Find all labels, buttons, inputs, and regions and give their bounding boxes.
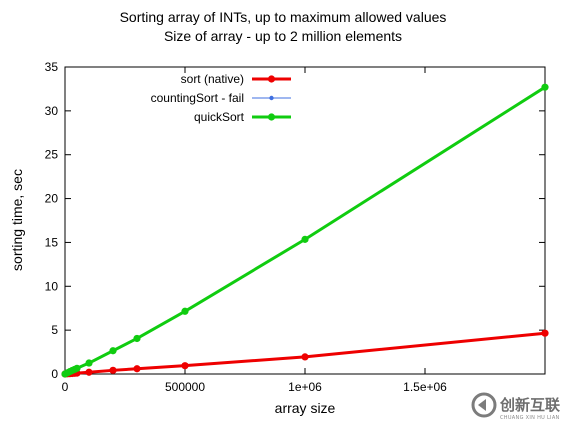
y-tick-label: 35 — [45, 60, 59, 74]
sort-native-point — [181, 362, 189, 370]
watermark-text: 创新互联 — [499, 396, 561, 414]
quicksort-point — [133, 334, 141, 343]
y-axis-ticks: 0 5 10 15 20 25 30 35 — [45, 60, 545, 381]
chart-title: Sorting array of INTs, up to maximum all… — [120, 9, 447, 25]
legend-marker-quicksort — [267, 113, 276, 121]
legend-label-sort-native: sort (native) — [181, 72, 244, 86]
sort-native-point — [301, 353, 309, 361]
quicksort-point — [541, 83, 549, 91]
y-tick-label: 0 — [51, 367, 58, 381]
y-tick-label: 20 — [45, 192, 59, 206]
x-axis-ticks: 0 500000 1e+06 1.5e+06 — [62, 67, 447, 394]
y-tick-label: 5 — [51, 323, 58, 337]
x-tick-label: 1.5e+06 — [403, 380, 447, 394]
legend-marker-countingsort-fail — [269, 95, 274, 101]
quicksort-point — [109, 347, 117, 355]
y-tick-label: 30 — [45, 104, 59, 118]
series-layer — [61, 83, 549, 378]
chart-subtitle: Size of array - up to 2 million elements — [164, 28, 402, 44]
sort-native-point — [109, 366, 117, 374]
quicksort-point — [181, 307, 189, 315]
legend-label-countingsort-fail: countingSort - fail — [151, 91, 244, 105]
legend: sort (native) countingSort - fail quickSor… — [151, 72, 291, 124]
legend-marker-sort-native — [267, 75, 276, 83]
x-tick-label: 500000 — [165, 380, 205, 394]
watermark-logo-icon — [471, 392, 497, 418]
quicksort-line — [64, 85, 546, 376]
watermark-logo-mark — [478, 399, 486, 411]
y-axis-label: sorting time, sec — [9, 169, 25, 271]
x-axis-label: array size — [275, 400, 336, 416]
quicksort-point — [85, 359, 93, 367]
sort-native-point — [85, 368, 93, 376]
quicksort-point — [73, 364, 81, 372]
y-tick-label: 25 — [45, 148, 59, 162]
quicksort-point — [301, 235, 309, 243]
y-tick-label: 10 — [45, 279, 59, 293]
y-tick-label: 15 — [45, 235, 59, 249]
x-tick-label: 0 — [62, 380, 69, 394]
watermark-subtext: CHUANG XIN HU LIAN — [500, 415, 560, 421]
plot-frame — [64, 66, 546, 375]
watermark-logo: 创新互联 CHUANG XIN HU LIAN — [471, 392, 561, 421]
sort-native-point — [541, 329, 549, 337]
sort-native-point — [133, 365, 141, 373]
x-tick-label: 1e+06 — [288, 380, 322, 394]
legend-label-quicksort: quickSort — [194, 110, 245, 124]
